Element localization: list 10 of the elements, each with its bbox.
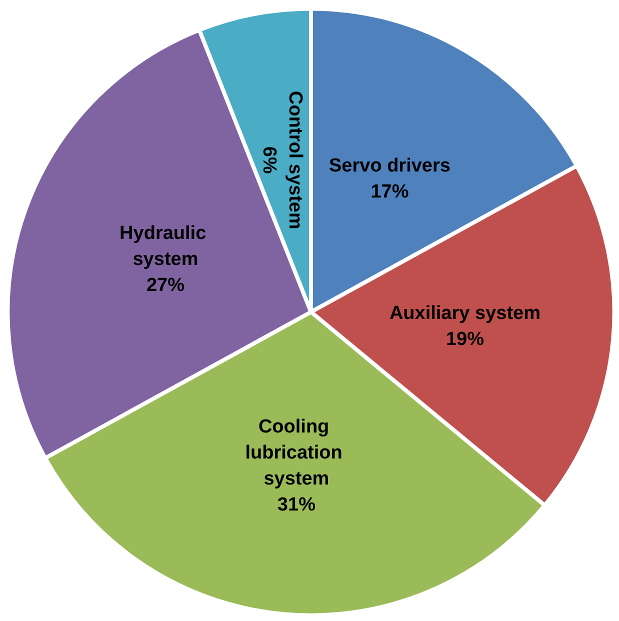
- slice-label: Auxiliary system: [389, 303, 540, 324]
- slice-label: Hydraulic system: [120, 223, 212, 270]
- slice-label: Servo drivers: [328, 155, 450, 176]
- data-label: 27%: [146, 275, 185, 296]
- data-label: 31%: [277, 494, 316, 516]
- data-label: 6%: [258, 146, 280, 174]
- data-label: 17%: [370, 181, 409, 202]
- slice-label: Cooling lubrication system: [245, 416, 348, 490]
- data-label: 19%: [446, 329, 484, 350]
- slice-label: Control system: [284, 90, 306, 230]
